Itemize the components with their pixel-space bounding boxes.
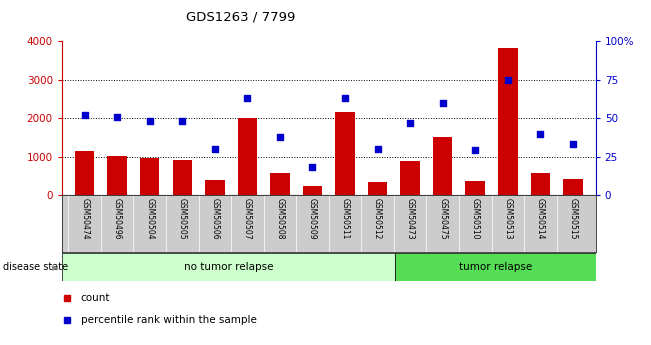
Bar <box>531 172 550 195</box>
Text: GSM50514: GSM50514 <box>536 198 545 239</box>
Text: no tumor relapse: no tumor relapse <box>184 262 273 272</box>
Bar <box>205 180 225 195</box>
Text: GSM50508: GSM50508 <box>275 198 284 239</box>
Text: GSM50505: GSM50505 <box>178 198 187 239</box>
Bar <box>563 179 583 195</box>
Bar <box>433 137 452 195</box>
Text: tumor relapse: tumor relapse <box>459 262 533 272</box>
Text: GSM50510: GSM50510 <box>471 198 480 239</box>
Point <box>535 131 546 136</box>
Point <box>275 134 285 139</box>
Text: percentile rank within the sample: percentile rank within the sample <box>81 315 256 325</box>
Point <box>568 141 578 147</box>
Point <box>112 114 122 119</box>
Text: GSM50509: GSM50509 <box>308 198 317 239</box>
Text: GSM50504: GSM50504 <box>145 198 154 239</box>
Text: count: count <box>81 293 110 303</box>
Text: GSM50507: GSM50507 <box>243 198 252 239</box>
Text: GSM50473: GSM50473 <box>406 198 415 239</box>
Bar <box>465 181 485 195</box>
Point <box>503 77 513 82</box>
FancyBboxPatch shape <box>396 253 596 281</box>
Bar <box>335 112 355 195</box>
Bar <box>238 118 257 195</box>
Point <box>177 118 187 124</box>
Text: GSM50511: GSM50511 <box>340 198 350 239</box>
FancyBboxPatch shape <box>62 253 396 281</box>
Bar <box>270 174 290 195</box>
Point <box>145 118 155 124</box>
Text: GSM50475: GSM50475 <box>438 198 447 239</box>
Point <box>405 120 415 126</box>
Bar <box>303 186 322 195</box>
Point <box>79 112 90 118</box>
Bar <box>75 151 94 195</box>
Point <box>210 146 220 152</box>
Bar <box>173 160 192 195</box>
Point <box>470 148 480 153</box>
Text: GDS1263 / 7799: GDS1263 / 7799 <box>186 10 296 23</box>
Text: GSM50506: GSM50506 <box>210 198 219 239</box>
Point <box>307 165 318 170</box>
Text: GSM50513: GSM50513 <box>503 198 512 239</box>
Bar <box>368 182 387 195</box>
Text: GSM50496: GSM50496 <box>113 198 122 239</box>
Text: disease state: disease state <box>3 262 68 272</box>
Bar <box>140 158 159 195</box>
Text: ▶: ▶ <box>52 263 59 272</box>
Text: GSM50515: GSM50515 <box>568 198 577 239</box>
Bar <box>400 161 420 195</box>
Point <box>340 96 350 101</box>
Text: GSM50474: GSM50474 <box>80 198 89 239</box>
Point <box>242 96 253 101</box>
Text: GSM50512: GSM50512 <box>373 198 382 239</box>
Bar <box>498 48 518 195</box>
Point <box>372 146 383 152</box>
Point <box>437 100 448 106</box>
Bar <box>107 156 127 195</box>
